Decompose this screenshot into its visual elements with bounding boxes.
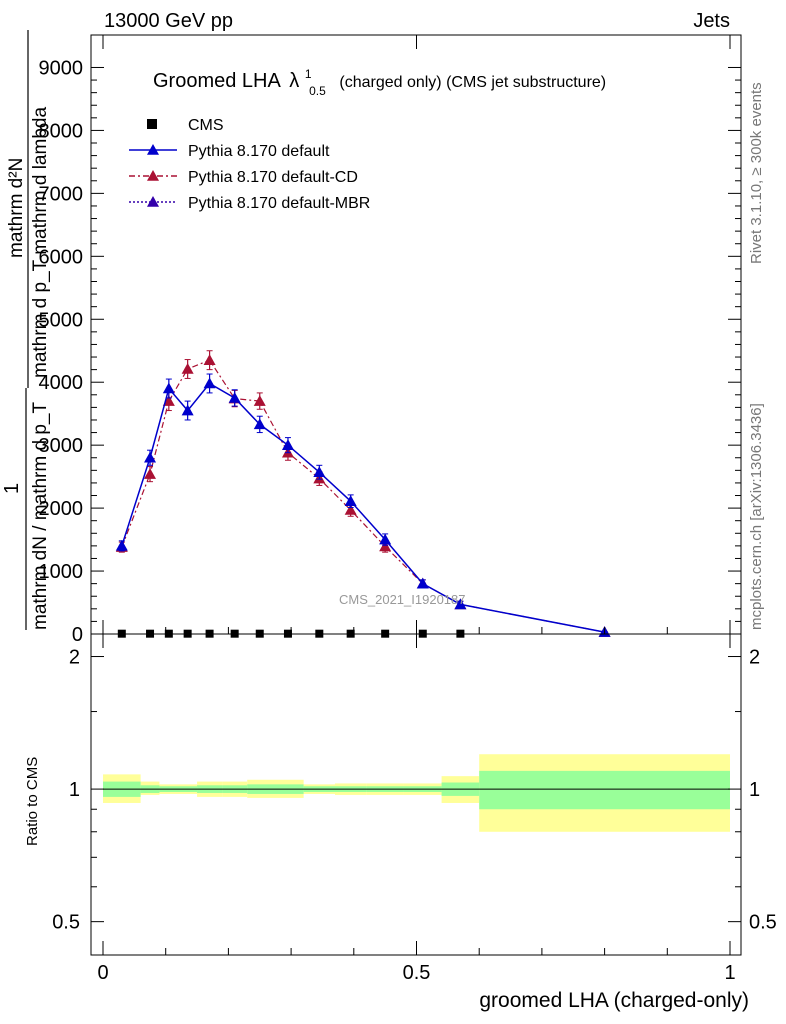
ratio-y-tick-label-right: 0.5: [749, 912, 777, 934]
data-point-default: [281, 439, 294, 450]
y-label-bottom-denominator: mathrm dN / mathrm d p_T: [30, 402, 51, 630]
mcplots-credit-label: mcplots.cern.ch [arXiv:1306.3436]: [748, 403, 765, 630]
data-point-cd: [344, 503, 357, 515]
ratio-y-tick-label-right: 2: [749, 647, 760, 669]
legend-label: CMS: [188, 117, 224, 134]
legend-marker: [147, 196, 159, 207]
main-y-tick-label: 9000: [39, 57, 84, 79]
title-sup: 1: [305, 67, 312, 81]
header-process: 13000 GeV pp: [104, 10, 233, 32]
x-tick-label: 0: [97, 962, 108, 984]
ratio-y-tick-label-left: 2: [69, 647, 80, 669]
plot-title: Groomed LHA λ 1 0.5 (charged only) (CMS …: [153, 61, 606, 100]
x-axis-label: groomed LHA (charged-only): [479, 989, 749, 1012]
data-point-cd: [379, 540, 392, 552]
legend-marker-cms: [147, 119, 157, 129]
main-y-tick-label: 5000: [39, 309, 84, 331]
data-point-cd: [253, 395, 266, 406]
ratio-band-inner: [479, 770, 730, 810]
data-point-default: [416, 577, 429, 589]
ratio-y-axis-label: Ratio to CMS: [24, 757, 41, 846]
watermark: CMS_2021_I1920187: [339, 592, 466, 607]
data-point-cd: [162, 395, 175, 406]
main-y-tick-label: 3000: [39, 435, 84, 457]
x-tick-label: 1: [724, 962, 735, 984]
data-point-default: [144, 451, 157, 463]
data-point-cd: [181, 362, 194, 374]
data-point-cd: [203, 354, 216, 365]
rivet-version-label: Rivet 3.1.10, ≥ 300k events: [748, 82, 765, 264]
data-point-default: [379, 533, 392, 545]
main-y-tick-label: 4000: [39, 372, 84, 394]
y-label-one: 1: [1, 483, 23, 494]
data-point-default: [181, 404, 194, 416]
main-y-tick-label: 6000: [39, 246, 84, 268]
ratio-plot-area: [103, 754, 730, 832]
legend-marker: [147, 170, 159, 181]
ratio-y-tick-label-left: 1: [69, 779, 80, 801]
ratio-y-tick-label-right: 1: [749, 779, 760, 801]
data-point-default: [228, 391, 241, 403]
main-y-tick-label: 8000: [39, 120, 84, 142]
ratio-y-tick-label-left: 0.5: [52, 912, 80, 934]
y-label-top-numerator: mathrm d²N: [6, 158, 27, 258]
data-point-default: [454, 598, 467, 610]
main-y-tick-label: 2000: [39, 498, 84, 520]
main-y-tick-label: 1000: [39, 561, 84, 583]
main-y-tick-label: 7000: [39, 183, 84, 205]
title-suffix: (charged only) (CMS jet substructure): [339, 74, 606, 91]
data-point-default: [115, 539, 128, 551]
data-point-default: [344, 495, 357, 506]
data-point-default: [203, 377, 216, 389]
header-category: Jets: [693, 10, 730, 32]
data-point-cd: [144, 468, 157, 479]
title-lambda: λ: [289, 70, 299, 92]
title-main: Groomed LHA: [153, 70, 281, 92]
main-axes: 0 1000 2000 3000 4000 5000 6000 7000 8000 9000: [39, 35, 741, 646]
main-y-tick-label: 0: [72, 624, 83, 646]
ratio-axes: 0 0.5 1 0.5 0.5 1 1 2 2: [52, 634, 777, 984]
data-point-default: [313, 466, 326, 478]
legend-label: Pythia 8.170 default-MBR: [188, 195, 370, 212]
legend: CMS Pythia 8.170 default Pythia 8.170 defa…: [129, 117, 370, 212]
y-label-top-denominator: mathrm d p_T mathrm d lambda: [30, 107, 51, 378]
data-point-default: [253, 418, 266, 430]
legend-label: Pythia 8.170 default-CD: [188, 169, 358, 186]
title-sub: 0.5: [309, 84, 326, 98]
legend-label: Pythia 8.170 default: [188, 143, 330, 160]
data-point-default: [162, 382, 175, 394]
x-tick-label: 0.5: [403, 962, 431, 984]
legend-marker: [147, 144, 159, 155]
main-y-axis-label: mathrm d²N mathrm d p_T mathrm d lambda …: [1, 30, 51, 630]
